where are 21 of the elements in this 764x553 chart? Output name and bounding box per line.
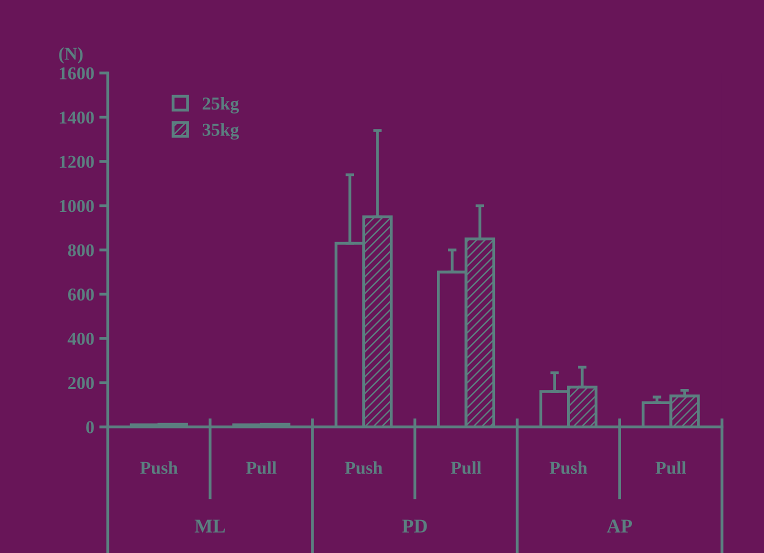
x-tick-label: Pull — [246, 461, 277, 474]
text: PD — [402, 520, 427, 532]
x-tick-label: Push — [550, 461, 588, 474]
y-tick-label: 400 — [68, 332, 94, 345]
text: AP — [606, 520, 632, 532]
y-tick-label: 800 — [68, 244, 94, 256]
y-tick-label: 0 — [86, 421, 94, 434]
x-tick-label: Pull — [656, 461, 686, 474]
x-tick-label: Push — [344, 461, 382, 474]
y-tick-label: 1200 — [60, 156, 94, 168]
text: ML — [194, 520, 225, 532]
y-tick-label: 1600 — [60, 67, 94, 80]
x-tick-label: Push — [140, 461, 178, 474]
x-tick-label: Pull — [450, 461, 482, 474]
y-tick-label: 200 — [68, 376, 94, 390]
y-tick-label: 600 — [68, 288, 94, 301]
legend-label: 25kg — [202, 96, 239, 114]
y-tick-label: 1000 — [60, 200, 94, 212]
legend-label: 35kg — [202, 123, 239, 140]
y-tick-label: 1400 — [60, 111, 94, 124]
y-axis-title: (N) — [59, 47, 83, 64]
